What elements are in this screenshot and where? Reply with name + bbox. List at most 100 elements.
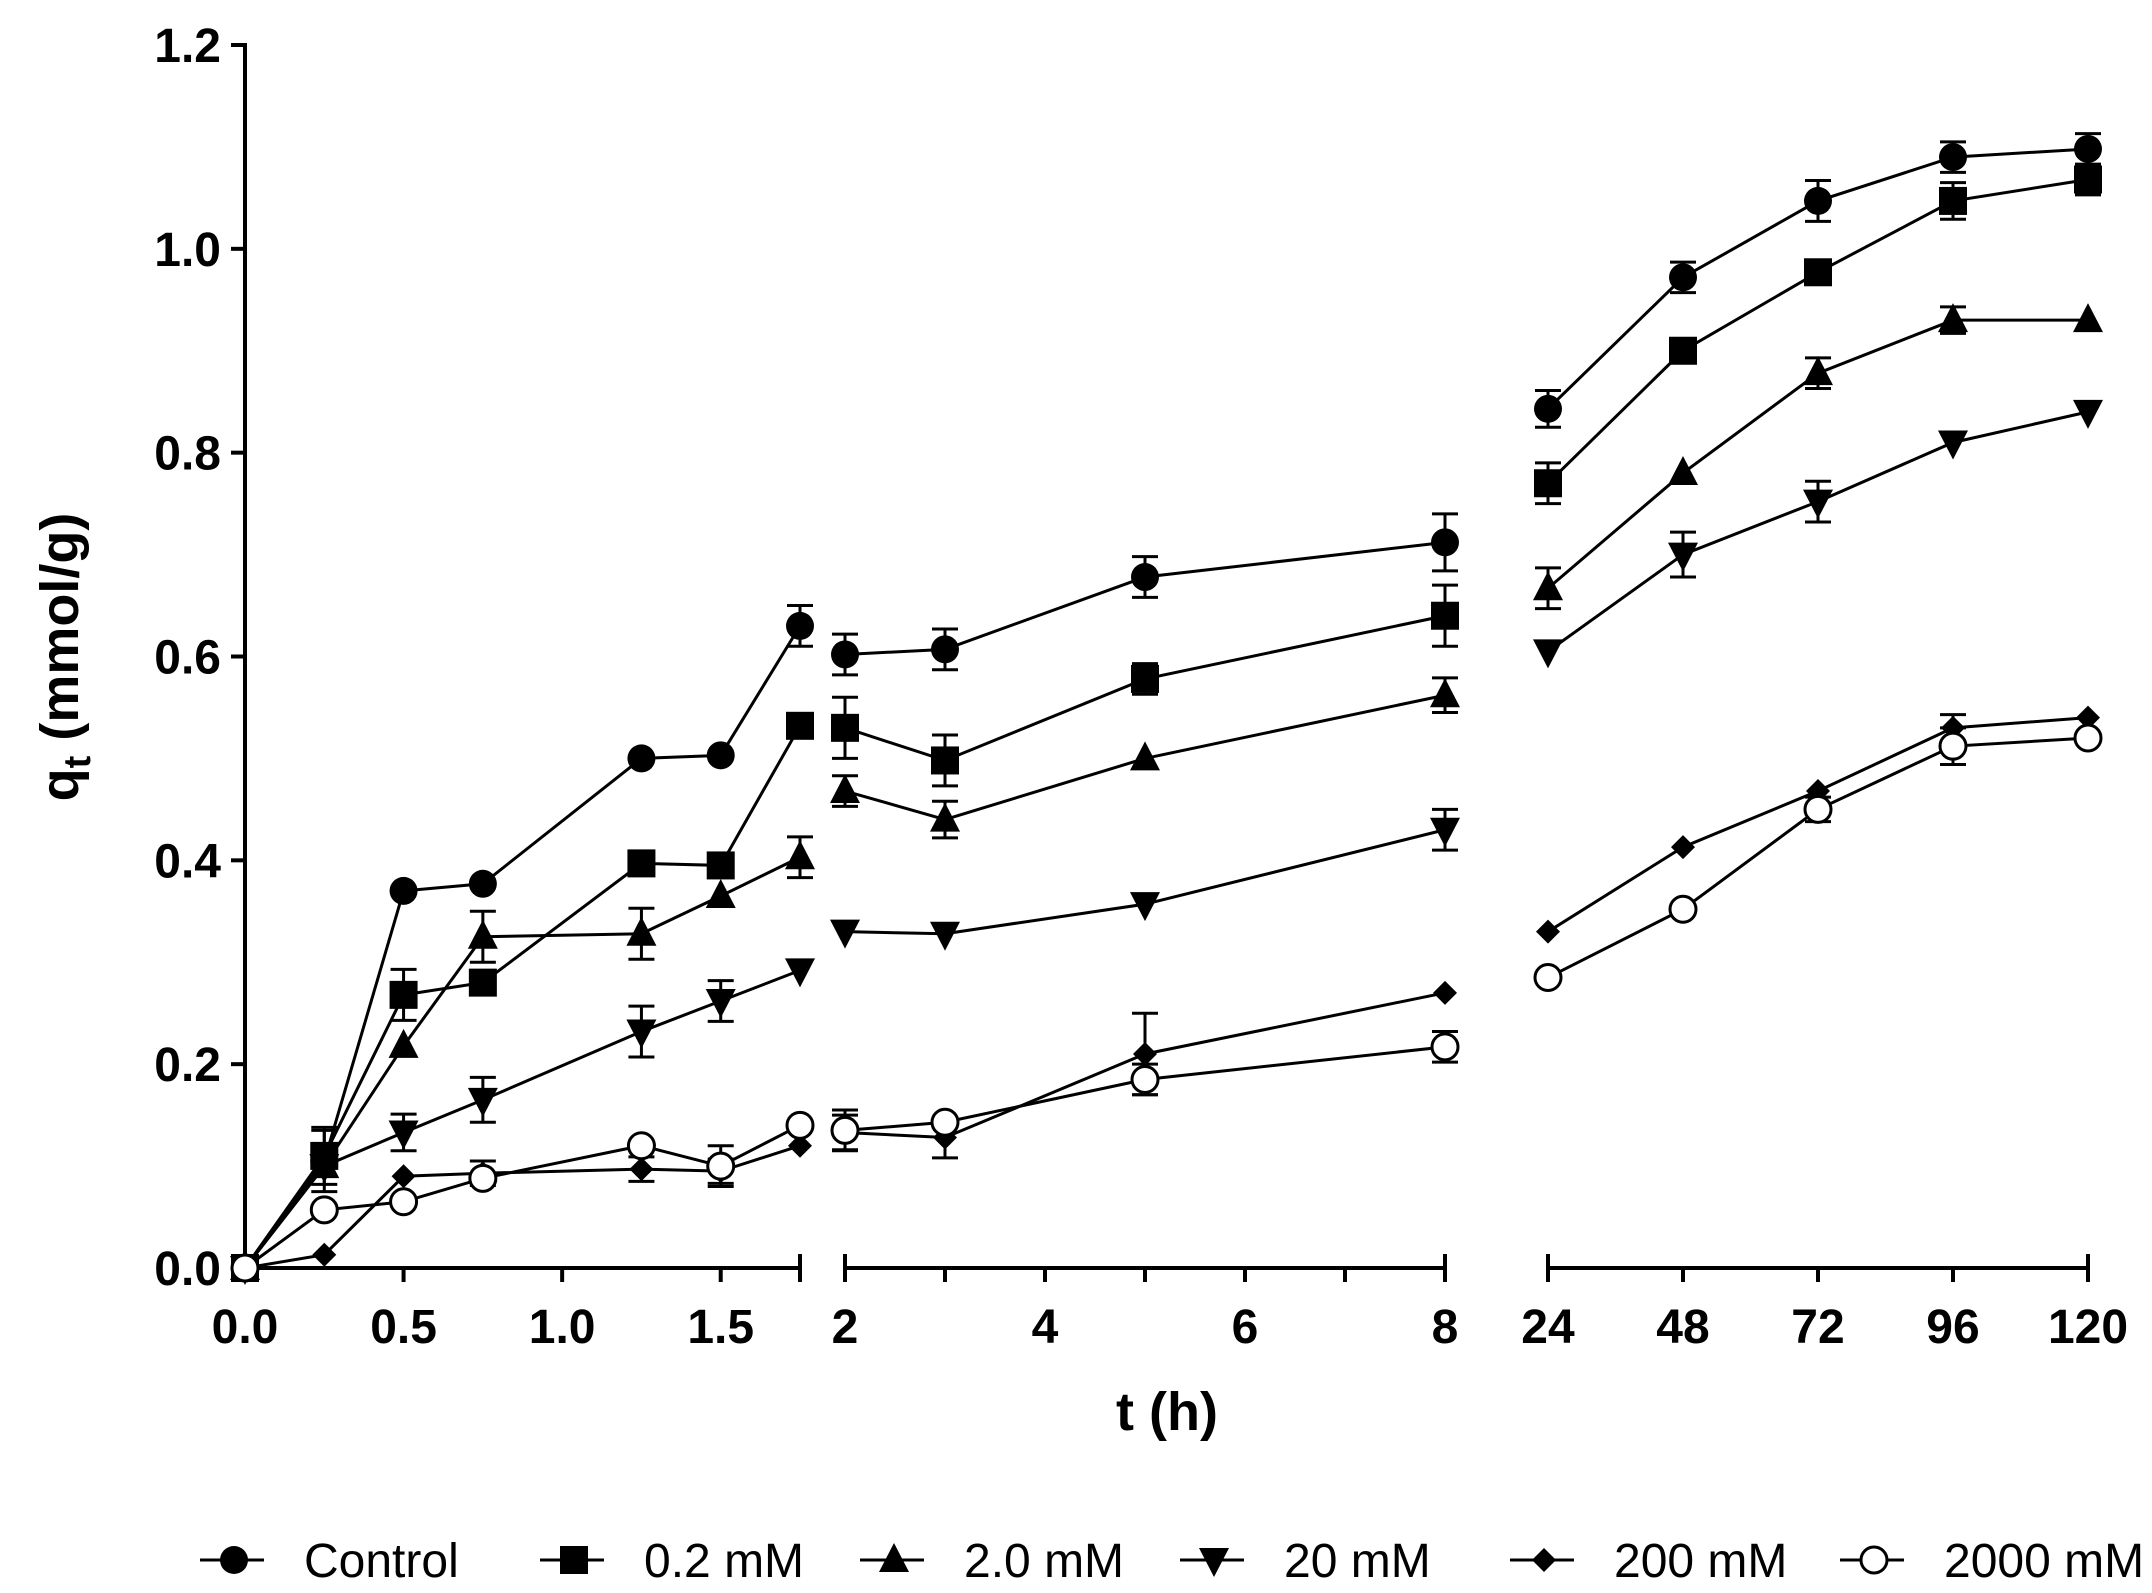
legend-label: 200 mM [1614, 1535, 1787, 1588]
series-control [231, 132, 2102, 1282]
x-axis-title: t (h) [1116, 1382, 1218, 1442]
x-tick-label: 4 [1032, 1301, 1059, 1354]
series-line [1547, 736, 2089, 979]
series-20-mm [230, 399, 2103, 1285]
data-point [1433, 980, 1457, 1005]
series-line [1547, 716, 2089, 933]
data-point [1430, 678, 1460, 708]
series-line [844, 614, 1446, 763]
y-axis-title-unit: (mmol/g) [30, 513, 90, 756]
data-point [388, 1028, 419, 1058]
legend-item-control: Control [200, 1535, 459, 1588]
data-point [706, 851, 735, 880]
data-point [1804, 258, 1832, 287]
y-tick-label: 0.2 [154, 1039, 221, 1092]
data-point [830, 919, 860, 949]
data-point [1669, 263, 1697, 292]
legend-marker [879, 1543, 909, 1572]
y-tick-label: 0.6 [154, 632, 221, 685]
data-point [830, 1115, 860, 1145]
legend-marker [220, 1546, 248, 1574]
x-tick-label: 8 [1432, 1301, 1459, 1354]
data-point [930, 802, 960, 832]
series-line [844, 540, 1446, 656]
legend-label: Control [304, 1535, 459, 1588]
data-point [930, 921, 960, 951]
data-point [785, 1110, 815, 1140]
data-point [1130, 741, 1160, 771]
legend-marker [1532, 1548, 1556, 1572]
data-point [2076, 705, 2100, 730]
data-point [930, 1107, 960, 1137]
data-point [1669, 336, 1697, 365]
data-point [2073, 399, 2103, 429]
y-tick-label: 0.0 [154, 1243, 221, 1296]
data-point [1130, 1064, 1160, 1094]
data-point [1803, 794, 1833, 824]
data-point [1804, 186, 1832, 215]
y-tick-label: 1.2 [154, 20, 221, 73]
data-point [831, 713, 859, 742]
data-point [391, 1164, 416, 1189]
data-point [2074, 165, 2102, 194]
legend-label: 2000 mM [1944, 1535, 2144, 1588]
data-point [312, 1242, 337, 1267]
y-axis-title-subscript: t [57, 755, 99, 768]
series-200-mm [233, 705, 2100, 1280]
x-tick-label: 120 [2048, 1301, 2128, 1354]
data-point [2073, 303, 2103, 333]
data-point [388, 1120, 419, 1150]
x-tick-label: 0.5 [370, 1301, 437, 1354]
data-point [626, 916, 657, 946]
data-point [831, 640, 859, 669]
data-point [1131, 664, 1159, 693]
data-point [629, 1157, 654, 1182]
y-tick-label: 0.8 [154, 428, 221, 481]
legend-label: 2.0 mM [964, 1535, 1124, 1588]
data-point [1668, 456, 1698, 486]
data-point [1668, 894, 1698, 924]
legend-item-2-0-mm: 2.0 mM [860, 1535, 1124, 1588]
data-point [627, 849, 656, 878]
y-axis-title-main: q [30, 768, 90, 801]
data-point [2073, 723, 2103, 753]
data-point [626, 1019, 657, 1049]
data-point [309, 1154, 340, 1184]
data-point [1430, 817, 1460, 847]
data-point [705, 988, 736, 1018]
data-point [1133, 1041, 1157, 1066]
data-point [1938, 731, 1968, 761]
data-point [468, 968, 497, 997]
x-tick-label: 6 [1232, 1301, 1259, 1354]
x-tick-label: 0.0 [212, 1301, 279, 1354]
x-tick-label: 48 [1656, 1301, 1709, 1354]
legend-label: 0.2 mM [644, 1535, 804, 1588]
data-point [786, 611, 814, 640]
series-line [844, 991, 1446, 1140]
series-line [844, 828, 1446, 936]
data-point [706, 1151, 736, 1181]
data-point [627, 744, 656, 773]
data-point [1939, 186, 1967, 215]
data-point [1939, 143, 1967, 172]
series-line [844, 1045, 1446, 1132]
data-point [931, 746, 959, 775]
data-point [1431, 528, 1459, 557]
y-axis-title: qt (mmol/g) [30, 513, 99, 802]
legend-label: 20 mM [1284, 1535, 1431, 1588]
data-point [1536, 919, 1560, 944]
legend-marker [560, 1546, 588, 1574]
data-point [309, 1195, 339, 1225]
legend: Control 0.2 mM 2.0 mM 20 mM 200 mM 2000 mM [200, 1535, 2144, 1588]
legend-item-200-mm: 200 mM [1510, 1535, 1787, 1588]
data-point [785, 958, 815, 988]
x-tick-label: 72 [1791, 1301, 1844, 1354]
series-layer [230, 132, 2103, 1285]
data-point [230, 1253, 260, 1283]
x-tick-label: 24 [1521, 1301, 1575, 1354]
data-point [468, 1163, 498, 1193]
series-line [1547, 410, 2089, 653]
series-2-0-mm [230, 303, 2103, 1280]
data-point [1131, 563, 1159, 592]
